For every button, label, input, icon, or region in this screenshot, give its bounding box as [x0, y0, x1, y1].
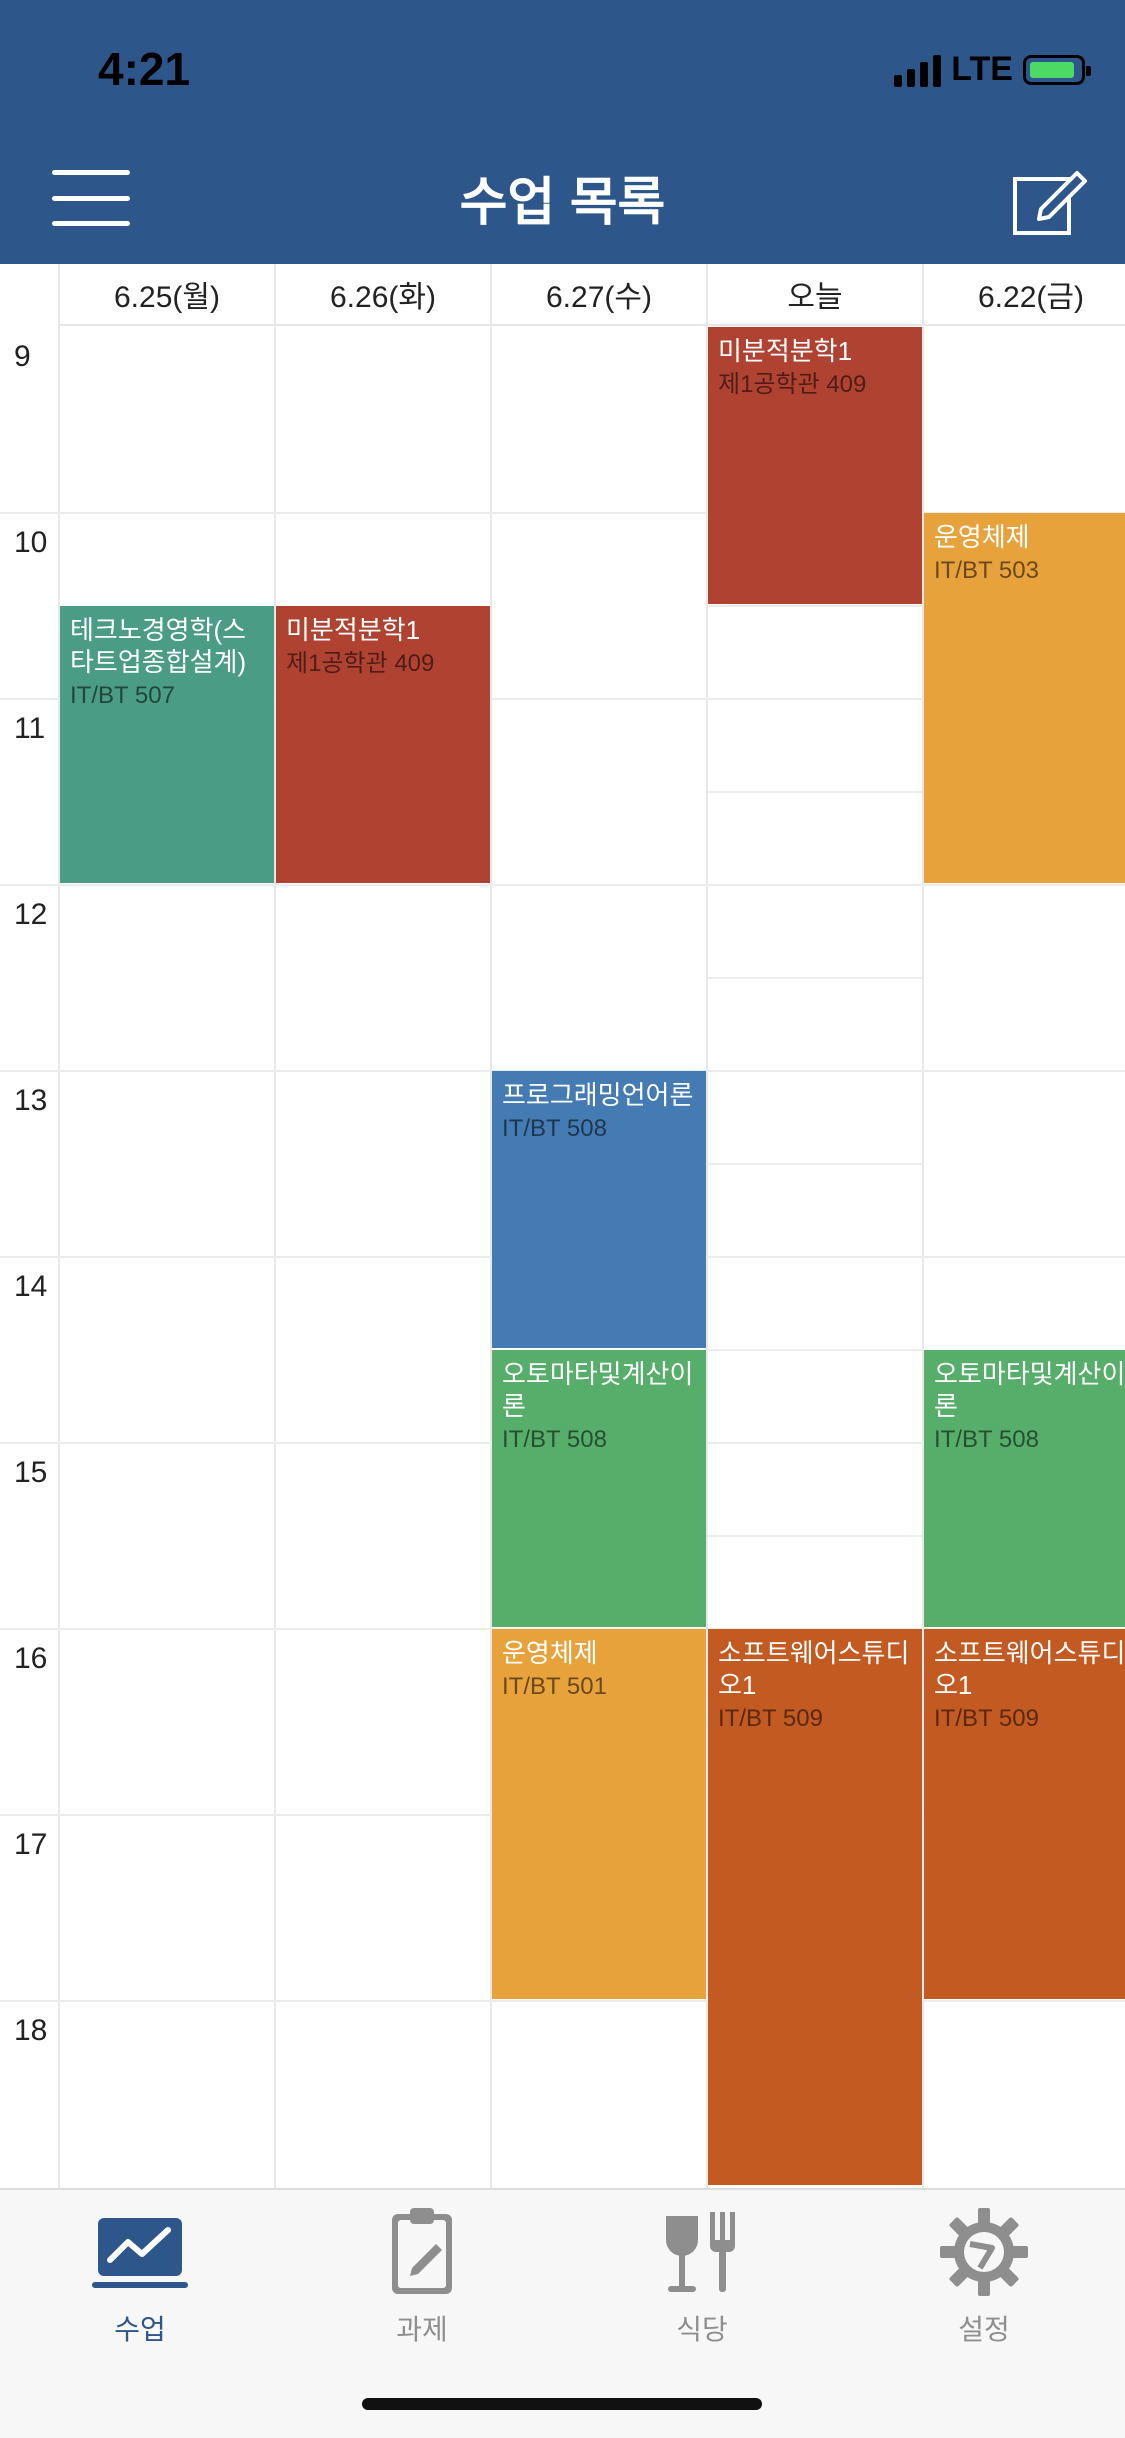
hour-label: 18	[14, 2014, 48, 2047]
battery-icon	[1023, 54, 1091, 85]
hour-label: 12	[14, 898, 48, 931]
tab-label-settings: 설정	[958, 2314, 1010, 2345]
hour-label: 16	[14, 1642, 48, 1675]
class-room: 제1공학관 409	[718, 371, 867, 398]
tab-label-assignments: 과제	[396, 2314, 448, 2345]
class-room: IT/BT 501	[502, 1673, 607, 1700]
class-name: 테크노경영학(스타트업종합설계)	[70, 615, 247, 677]
hour-label: 17	[14, 1828, 48, 1861]
menu-button[interactable]	[52, 170, 130, 226]
class-name: 미분적분학1	[286, 615, 421, 645]
grid-vline	[490, 264, 492, 2188]
hour-label: 15	[14, 1456, 48, 1489]
page-title: 수업 목록	[459, 174, 666, 232]
grid-hline	[0, 698, 1125, 700]
class-block[interactable]: 운영체제 IT/BT 501	[492, 1629, 706, 1999]
class-room: IT/BT 509	[718, 1705, 823, 1732]
tab-assignments[interactable]: 과제	[322, 2204, 522, 2348]
class-block[interactable]: 미분적분학1 제1공학관 409	[276, 606, 490, 883]
chart-icon	[92, 2218, 188, 2288]
class-block[interactable]: 테크노경영학(스타트업종합설계) IT/BT 507	[60, 606, 274, 883]
tab-label-cafeteria: 식당	[676, 2314, 728, 2345]
class-room: IT/BT 503	[934, 557, 1039, 584]
grid-hline	[0, 2000, 1125, 2002]
class-name: 운영체제	[502, 1638, 598, 1668]
class-room: IT/BT 508	[934, 1426, 1039, 1453]
hour-label: 11	[14, 712, 46, 745]
class-name: 프로그래밍언어론	[502, 1080, 694, 1110]
tab-label-classes: 수업	[114, 2314, 166, 2345]
class-room: IT/BT 508	[502, 1115, 607, 1142]
grid-halfline	[708, 791, 922, 793]
class-name: 소프트웨어스튜디오1	[718, 1638, 910, 1700]
class-block[interactable]: 오토마타및계산이론 IT/BT 508	[924, 1350, 1125, 1627]
hour-label: 10	[14, 526, 48, 559]
grid-halfline	[708, 1163, 922, 1165]
class-name: 미분적분학1	[718, 336, 853, 366]
class-name: 오토마타및계산이론	[502, 1359, 694, 1421]
grid-vline	[706, 264, 708, 2188]
class-room: 제1공학관 409	[286, 650, 435, 677]
class-name: 소프트웨어스튜디오1	[934, 1638, 1125, 1700]
class-block[interactable]: 오토마타및계산이론 IT/BT 508	[492, 1350, 706, 1627]
grid-halfline	[708, 977, 922, 979]
class-name: 오토마타및계산이론	[934, 1359, 1125, 1421]
status-time: 4:21	[98, 43, 191, 95]
class-block[interactable]: 소프트웨어스튜디오1 IT/BT 509	[924, 1629, 1125, 1999]
tab-bar: 수업 과제 식당	[0, 2188, 1125, 2438]
day-header: 6.26(화)	[276, 264, 490, 326]
grid-vline	[922, 264, 924, 2188]
grid-halfline	[708, 1349, 922, 1351]
hour-label: 9	[14, 340, 31, 373]
day-header: 6.22(금)	[924, 264, 1125, 326]
day-header: 6.27(수)	[492, 264, 706, 326]
day-header: 오늘	[708, 264, 922, 326]
grid-hline	[0, 884, 1125, 886]
network-label: LTE	[951, 50, 1013, 88]
hour-label: 13	[14, 1084, 48, 1117]
grid-vline	[274, 264, 276, 2188]
home-indicator	[362, 2398, 762, 2410]
tab-classes[interactable]: 수업	[40, 2204, 240, 2348]
clipboard-icon	[392, 2208, 452, 2294]
class-block[interactable]: 미분적분학1 제1공학관 409	[708, 327, 922, 604]
class-name: 운영체제	[934, 522, 1030, 552]
gear-icon	[940, 2208, 1028, 2296]
edit-icon[interactable]	[1007, 165, 1087, 237]
tab-cafeteria[interactable]: 식당	[602, 2204, 802, 2348]
grid-halfline	[708, 605, 922, 607]
class-room: IT/BT 508	[502, 1426, 607, 1453]
timetable: 6.25(월) 6.26(화) 6.27(수) 오늘 6.22(금) 9 10 11 12 13 1…	[0, 264, 1125, 2188]
signal-icon	[894, 53, 942, 87]
grid-hline	[0, 512, 1125, 514]
dining-icon	[666, 2212, 735, 2292]
class-block[interactable]: 운영체제 IT/BT 503	[924, 513, 1125, 883]
class-room: IT/BT 507	[70, 682, 175, 709]
class-block[interactable]: 프로그래밍언어론 IT/BT 508	[492, 1071, 706, 1348]
class-room: IT/BT 509	[934, 1705, 1039, 1732]
class-block[interactable]: 소프트웨어스튜디오1 IT/BT 509	[708, 1629, 922, 2185]
tab-settings[interactable]: 설정	[884, 2204, 1084, 2348]
hour-label: 14	[14, 1270, 48, 1303]
grid-halfline	[708, 1535, 922, 1537]
day-header: 6.25(월)	[60, 264, 274, 326]
status-indicators: LTE	[894, 50, 1091, 89]
app-header: 4:21 LTE 수업 목록	[0, 0, 1125, 264]
grid-vline	[58, 264, 60, 2188]
